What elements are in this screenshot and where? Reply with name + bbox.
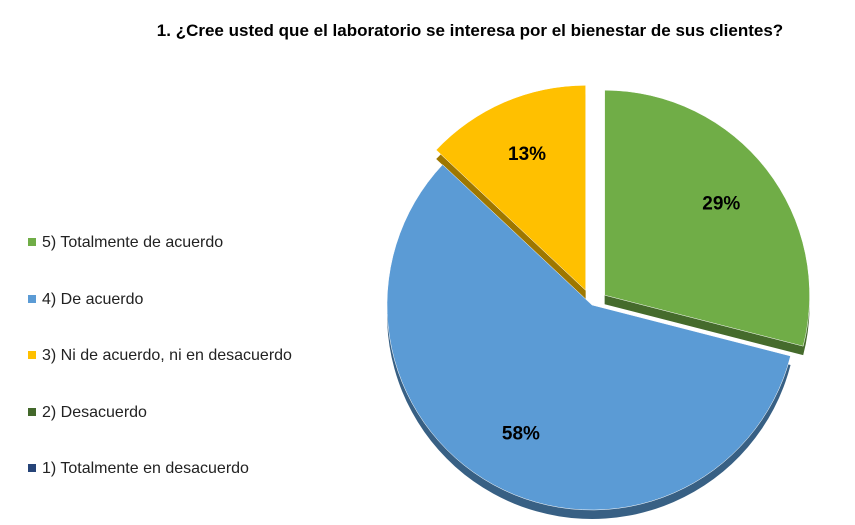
legend-swatch bbox=[28, 238, 36, 246]
legend-label: 4) De acuerdo bbox=[42, 291, 144, 308]
slice bbox=[435, 85, 586, 291]
legend-item: 4) De acuerdo bbox=[28, 289, 308, 310]
legend-item: 3) Ni de acuerdo, ni en desacuerdo bbox=[28, 345, 308, 366]
legend-label: 1) Totalmente en desacuerdo bbox=[42, 460, 249, 477]
data-label: 58% bbox=[502, 423, 540, 444]
legend-label: 5) Totalmente de acuerdo bbox=[42, 234, 224, 251]
legend-item: 5) Totalmente de acuerdo bbox=[28, 232, 308, 253]
legend-item: 1) Totalmente en desacuerdo bbox=[28, 458, 308, 479]
legend-swatch bbox=[28, 464, 36, 472]
data-label: 29% bbox=[702, 194, 740, 215]
slice bbox=[604, 89, 810, 347]
legend-swatch bbox=[28, 351, 36, 359]
chart-title: 1. ¿Cree usted que el laboratorio se int… bbox=[156, 21, 784, 40]
data-label: 13% bbox=[508, 144, 546, 165]
legend-swatch bbox=[28, 295, 36, 303]
slice bbox=[386, 164, 791, 511]
legend-item: 2) Desacuerdo bbox=[28, 402, 308, 423]
legend-label: 2) Desacuerdo bbox=[42, 404, 147, 421]
legend-label: 3) Ni de acuerdo, ni en desacuerdo bbox=[42, 347, 292, 364]
legend-swatch bbox=[28, 408, 36, 416]
